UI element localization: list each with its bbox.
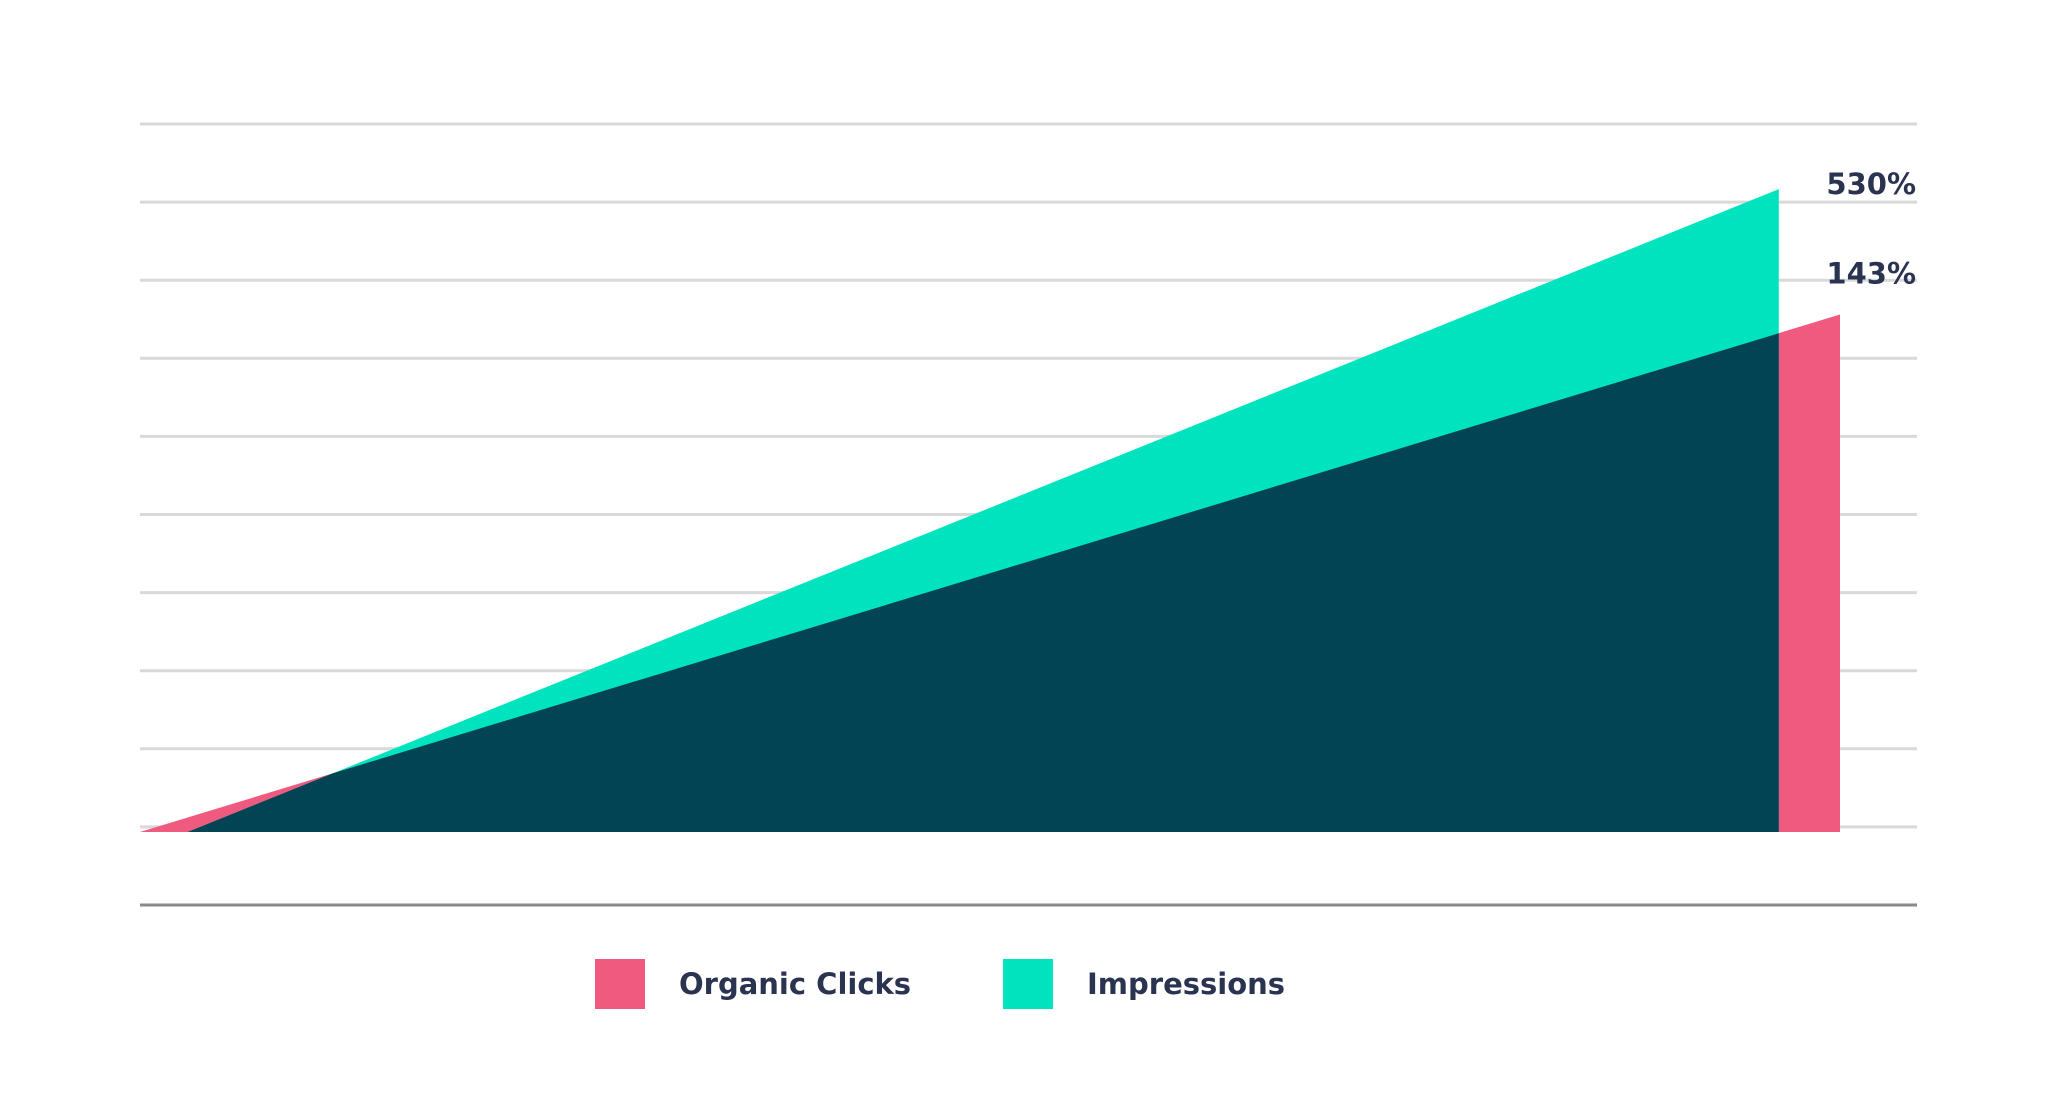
legend-label-organic-clicks: Organic Clicks <box>679 967 912 1001</box>
legend-item-organic-clicks[interactable]: Organic Clicks <box>595 958 911 1010</box>
legend-label-impressions: Impressions <box>1087 967 1286 1001</box>
series-areas <box>140 189 1840 832</box>
data-label-organic-clicks: 143% <box>1826 257 1916 291</box>
legend-item-impressions[interactable]: Impressions <box>1003 958 1285 1010</box>
legend: Organic Clicks Impressions <box>0 958 2048 1010</box>
legend-swatch-organic-clicks <box>595 959 645 1009</box>
series-overlap-area <box>187 333 1779 832</box>
data-labels: 530% 143% <box>1826 167 1916 290</box>
legend-swatch-impressions <box>1003 959 1053 1009</box>
data-label-impressions: 530% <box>1826 167 1916 201</box>
